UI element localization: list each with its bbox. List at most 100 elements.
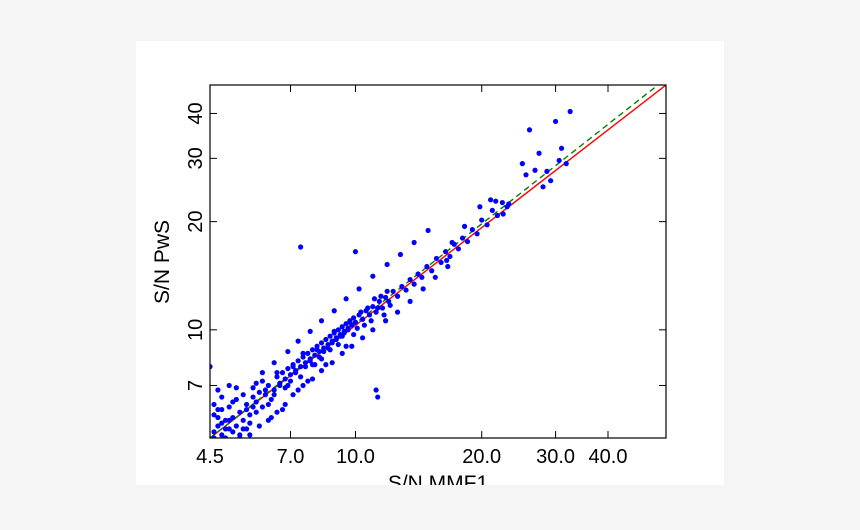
- data-point: [438, 259, 444, 266]
- data-point: [361, 322, 367, 328]
- data-point: [271, 387, 277, 393]
- data-point: [279, 406, 286, 413]
- data-point: [488, 197, 494, 203]
- data-point: [360, 335, 366, 341]
- data-point: [349, 343, 355, 349]
- data-point: [366, 312, 373, 318]
- data-point: [226, 404, 232, 410]
- data-point: [484, 222, 490, 228]
- data-point: [295, 358, 301, 364]
- data-point: [226, 417, 232, 423]
- y-tick-label: 30: [185, 147, 207, 169]
- data-point: [339, 333, 345, 339]
- data-point: [407, 298, 413, 304]
- data-point: [523, 172, 529, 178]
- data-point: [226, 426, 232, 432]
- data-point: [321, 348, 327, 355]
- data-point: [368, 318, 374, 324]
- data-point: [274, 374, 280, 380]
- data-point: [376, 298, 382, 304]
- data-point: [300, 350, 306, 356]
- data-point: [282, 401, 288, 408]
- data-point: [268, 396, 274, 403]
- data-point: [302, 364, 309, 370]
- data-point: [506, 201, 512, 207]
- data-point: [397, 251, 404, 258]
- data-point: [544, 168, 550, 174]
- data-point: [411, 281, 417, 287]
- data-point: [318, 368, 325, 374]
- data-point: [287, 372, 294, 378]
- data-point: [373, 309, 379, 315]
- data-point: [243, 401, 250, 408]
- data-point: [459, 235, 466, 241]
- data-point: [519, 161, 525, 167]
- data-point: [230, 399, 236, 405]
- data-point: [253, 380, 259, 386]
- data-point: [540, 184, 546, 190]
- data-point: [424, 263, 430, 270]
- data-point: [365, 305, 371, 311]
- data-point: [432, 274, 438, 280]
- data-point: [333, 336, 339, 343]
- data-point: [300, 382, 306, 389]
- data-point: [285, 348, 291, 355]
- data-point: [274, 370, 280, 376]
- data-point: [375, 394, 381, 400]
- data-point: [433, 255, 440, 262]
- data-point: [375, 305, 381, 311]
- data-point: [230, 429, 236, 435]
- data-point: [247, 432, 253, 438]
- data-point: [253, 409, 259, 415]
- data-point: [447, 253, 453, 260]
- data-point: [370, 273, 376, 279]
- data-point: [331, 308, 337, 314]
- data-point: [265, 382, 271, 389]
- data-point: [323, 336, 329, 343]
- data-point: [279, 370, 286, 376]
- data-point: [237, 435, 243, 438]
- data-point: [548, 178, 554, 184]
- data-point: [444, 257, 450, 264]
- data-point: [287, 378, 294, 384]
- data-point: [300, 354, 306, 360]
- data-point: [407, 276, 413, 283]
- data-point: [477, 204, 483, 210]
- data-point: [298, 364, 304, 370]
- data-point: [567, 108, 573, 115]
- data-point: [373, 387, 379, 393]
- data-point: [250, 404, 256, 410]
- data-point: [390, 288, 396, 294]
- data-point: [370, 327, 376, 333]
- data-point: [379, 305, 386, 311]
- data-point: [411, 239, 417, 246]
- data-point: [259, 378, 266, 384]
- data-point: [383, 294, 389, 301]
- data-point: [352, 249, 359, 255]
- data-point: [233, 385, 239, 391]
- data-point: [384, 288, 390, 294]
- data-point: [309, 347, 316, 353]
- data-point: [222, 426, 229, 432]
- data-point: [318, 318, 325, 324]
- data-point: [345, 327, 351, 333]
- x-tick-label: 10.0: [336, 446, 375, 468]
- data-point: [309, 362, 316, 368]
- data-point: [222, 435, 229, 438]
- data-point: [479, 217, 485, 223]
- data-point: [429, 268, 435, 274]
- data-point: [215, 406, 221, 413]
- data-point: [290, 392, 296, 398]
- data-point: [256, 389, 262, 395]
- x-tick-label: 30.0: [536, 446, 575, 468]
- data-point: [282, 376, 288, 382]
- data-point: [347, 319, 353, 325]
- data-point: [285, 365, 291, 372]
- data-point: [302, 360, 309, 366]
- data-point: [415, 271, 421, 277]
- data-point: [305, 350, 311, 356]
- data-point: [394, 309, 401, 315]
- data-point: [219, 394, 225, 400]
- data-point: [222, 417, 229, 423]
- data-point: [233, 423, 239, 429]
